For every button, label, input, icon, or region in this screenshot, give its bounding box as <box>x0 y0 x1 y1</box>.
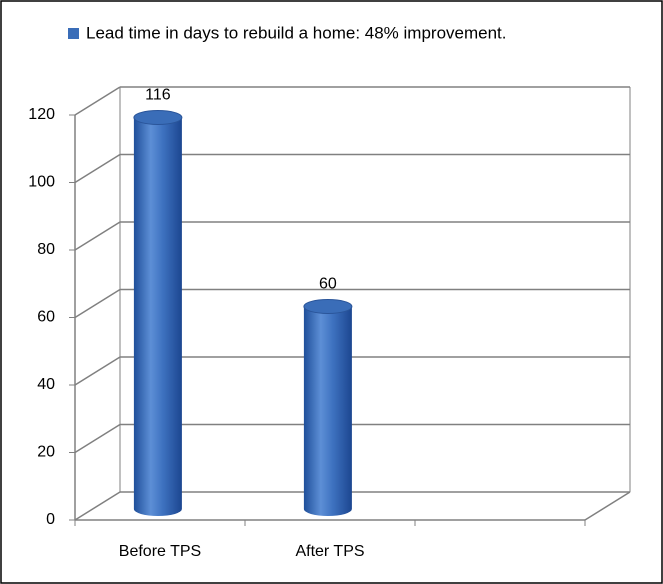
legend-label: Lead time in days to rebuild a home: 48%… <box>86 23 507 42</box>
data-label: 116 <box>145 87 171 104</box>
data-label: 60 <box>319 276 337 293</box>
cylinder <box>133 110 183 516</box>
grid-line-side <box>74 356 121 386</box>
y-tick-label: 0 <box>46 511 55 528</box>
y-tick-label: 40 <box>37 376 55 393</box>
plot-area: 0 20 40 60 80 100 120 Before TPS 116 After TPS 60 <box>28 86 631 560</box>
x-tick-label: After TPS <box>295 543 364 560</box>
y-tick-label: 100 <box>28 174 55 191</box>
grid-line-side <box>74 221 121 251</box>
grid-line-side <box>74 86 121 116</box>
y-tick-label: 60 <box>37 309 55 326</box>
floor-right <box>584 491 631 521</box>
cylinder <box>303 299 353 516</box>
cylinder-body <box>303 306 352 516</box>
cylinder-top <box>133 110 183 125</box>
x-tick-label: Before TPS <box>119 543 201 560</box>
grid-line-side <box>74 288 121 319</box>
grid-line-side <box>74 491 121 521</box>
y-tick-label: 120 <box>28 106 55 123</box>
legend-swatch <box>68 28 79 39</box>
y-tick-label: 80 <box>37 241 55 258</box>
grid-line-side <box>74 153 121 184</box>
cylinder-body <box>133 117 182 516</box>
cylinder-top <box>303 299 353 314</box>
y-tick-label: 20 <box>37 444 55 461</box>
grid-line-side <box>74 423 121 454</box>
